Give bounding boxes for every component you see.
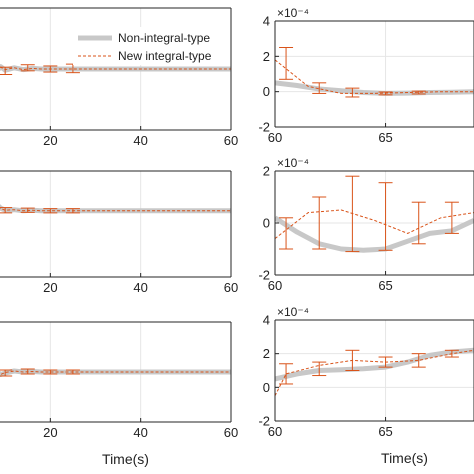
error-bar <box>0 66 13 75</box>
error-bar <box>345 87 360 98</box>
axes-frame <box>0 7 232 131</box>
error-bar <box>312 82 327 94</box>
y-tick-label: 2 <box>263 49 270 64</box>
legend-label-new-integral: New integral-type <box>118 49 212 63</box>
error-bar <box>43 208 58 214</box>
data-area <box>275 175 474 253</box>
x-tick-label: 65 <box>378 130 392 145</box>
error-bar <box>312 361 327 377</box>
x-tick-label: 60 <box>224 133 238 148</box>
legend-box <box>73 27 229 65</box>
x-axis-label: Time(s) <box>381 450 428 466</box>
y-exponent-label: ×10⁻⁴ <box>277 6 309 20</box>
panel-bottom-right: 60 65 -2 0 2 4 ×10⁻⁴ Time(s) <box>258 305 474 466</box>
panel-top-left: 20 40 60 Non-integral-type New integral-type <box>0 7 238 148</box>
series-line-new-integral <box>275 59 474 94</box>
axes-frame <box>0 170 232 278</box>
error-bar <box>43 369 58 375</box>
y-tick-label: -2 <box>258 268 270 283</box>
error-bar <box>65 208 80 214</box>
series-line-non-integral <box>275 215 474 253</box>
error-bar <box>345 349 360 371</box>
y-exponent-label: ×10⁻⁴ <box>277 305 309 319</box>
series-line-non-integral <box>275 80 474 96</box>
error-bar <box>444 349 459 358</box>
x-tick-label: 20 <box>43 425 57 440</box>
legend-label-non-integral: Non-integral-type <box>118 31 210 45</box>
axes-frame <box>0 321 232 423</box>
error-bar <box>411 353 426 368</box>
data-area <box>0 63 231 75</box>
panel-mid-left: 20 40 60 <box>0 170 238 295</box>
series-line-new-integral <box>275 209 474 239</box>
error-bar <box>312 196 327 250</box>
error-bar <box>378 182 393 251</box>
error-bar <box>43 65 58 73</box>
series-line-new-integral <box>0 370 231 376</box>
series-line-new-integral <box>275 349 474 397</box>
error-bar <box>279 47 294 80</box>
legend: Non-integral-type New integral-type <box>73 27 229 65</box>
x-tick-label: 60 <box>268 278 282 293</box>
grid-lines <box>275 171 474 275</box>
x-tick-label: 60 <box>268 424 282 439</box>
error-bar <box>411 201 426 245</box>
error-bar <box>0 369 13 377</box>
x-axis-label: Time(s) <box>102 451 149 467</box>
grid-lines <box>49 171 231 277</box>
error-bar <box>65 369 80 375</box>
series-line-new-integral <box>0 207 231 212</box>
x-tick-label: 40 <box>133 280 147 295</box>
y-tick-label: 0 <box>263 216 270 231</box>
error-bar <box>20 368 35 375</box>
error-bar <box>20 64 35 72</box>
y-tick-label: 2 <box>263 346 270 361</box>
y-tick-label: -2 <box>258 414 270 429</box>
error-bar <box>378 91 393 96</box>
error-bar <box>411 90 426 95</box>
data-area <box>0 368 231 377</box>
x-tick-label: 65 <box>378 424 392 439</box>
error-bar <box>20 207 35 213</box>
series-line-non-integral <box>0 204 231 214</box>
y-tick-label: 0 <box>263 84 270 99</box>
y-tick-label: 4 <box>263 14 270 29</box>
y-tick-label: -2 <box>258 120 270 135</box>
series-line-non-integral <box>275 347 474 382</box>
error-bar <box>444 201 459 234</box>
axes-frame <box>274 20 474 128</box>
x-tick-label: 20 <box>43 280 57 295</box>
x-tick-label: 40 <box>133 425 147 440</box>
y-tick-label: 0 <box>263 380 270 395</box>
error-bar <box>345 175 360 253</box>
x-tick-label: 40 <box>133 133 147 148</box>
data-area <box>0 204 231 214</box>
axes-frame <box>274 319 474 422</box>
data-area <box>275 47 474 98</box>
data-area <box>275 347 474 397</box>
panel-mid-right: 60 65 -2 0 2 ×10⁻⁴ <box>258 156 474 293</box>
y-tick-label: 4 <box>263 313 270 328</box>
y-tick-label: 2 <box>263 164 270 179</box>
panel-top-right: 60 65 -2 0 2 4 ×10⁻⁴ <box>258 6 474 145</box>
x-tick-label: 20 <box>43 133 57 148</box>
x-tick-label: 65 <box>378 278 392 293</box>
x-tick-label: 60 <box>224 425 238 440</box>
grid-lines <box>275 21 474 127</box>
error-bar <box>279 363 294 385</box>
y-exponent-label: ×10⁻⁴ <box>277 156 309 170</box>
x-tick-label: 60 <box>268 130 282 145</box>
error-bar <box>0 207 13 214</box>
error-bar <box>279 217 294 250</box>
error-bar <box>378 356 393 368</box>
panel-bottom-left: 20 40 60 Time(s) <box>0 321 238 467</box>
x-tick-label: 60 <box>224 280 238 295</box>
